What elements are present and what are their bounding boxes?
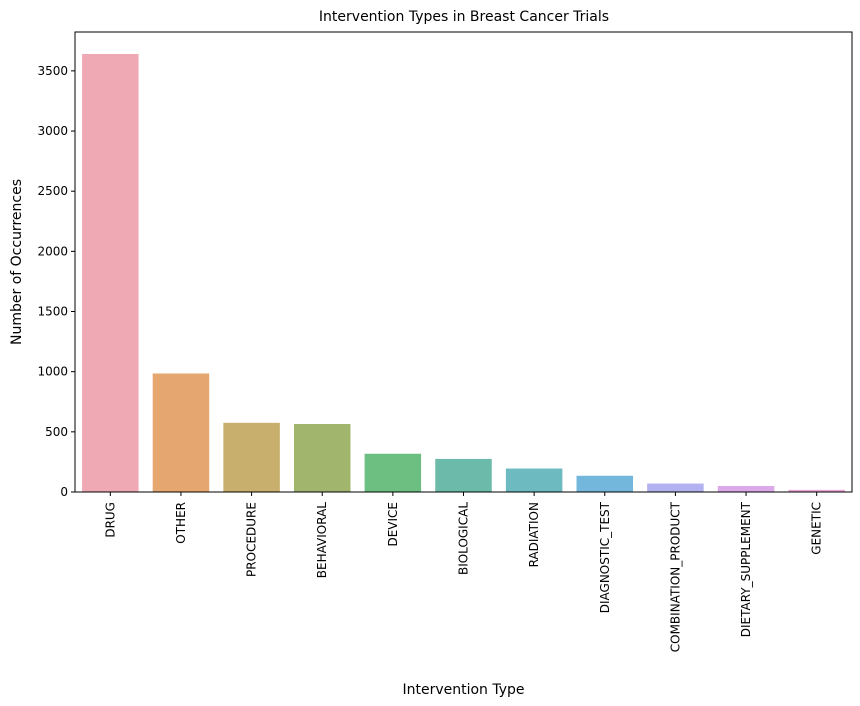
x-tick-label-diagnostic-test: DIAGNOSTIC_TEST: [598, 501, 612, 613]
y-tick-label: 500: [45, 425, 68, 439]
bar-procedure: [223, 422, 280, 492]
x-axis-ticks: DRUG OTHER PROCEDURE BEHAVIORAL DEVICE BIOLOG…: [103, 492, 824, 652]
y-tick-label: 1500: [37, 305, 68, 319]
x-tick-label-procedure: PROCEDURE: [245, 502, 259, 577]
x-tick-label-combination-product: COMBINATION_PRODUCT: [668, 501, 682, 652]
x-tick-label-genetic: GENETIC: [810, 502, 824, 555]
x-tick-label-device: DEVICE: [386, 502, 400, 547]
bars-group: [82, 54, 845, 493]
y-tick-label: 3500: [37, 64, 68, 78]
x-tick-label-behavioral: BEHAVIORAL: [315, 502, 329, 579]
x-tick-label-radiation: RADIATION: [527, 502, 541, 567]
bar-genetic: [788, 489, 845, 492]
x-tick-label-dietary-supplement: DIETARY_SUPPLEMENT: [739, 501, 753, 637]
bar-drug: [82, 54, 139, 493]
x-tick-label-drug: DRUG: [103, 502, 117, 538]
bar-diagnostic-test: [576, 475, 634, 492]
bar-radiation: [505, 468, 563, 492]
bar-behavioral: [293, 424, 351, 492]
y-axis-title: Number of Occurrences: [9, 179, 25, 345]
bar-dietary-supplement: [717, 485, 775, 492]
plot-frame: [74, 31, 853, 493]
y-tick-label: 1000: [37, 365, 68, 379]
bar-device: [364, 453, 422, 492]
y-tick-label: 3000: [37, 124, 68, 138]
y-tick-label: 2500: [37, 184, 68, 198]
y-axis-ticks: 0 500 1000 1500 2000 2500 3000 3500: [37, 64, 75, 499]
x-tick-label-other: OTHER: [174, 502, 188, 544]
y-tick-label: 2000: [37, 244, 68, 258]
bar-combination-product: [647, 483, 704, 492]
bar-other: [152, 373, 210, 492]
bar-biological: [435, 458, 492, 492]
y-tick-label: 0: [60, 485, 68, 499]
x-axis-title: Intervention Type: [402, 682, 524, 698]
x-tick-label-biological: BIOLOGICAL: [457, 502, 471, 575]
chart-title: Intervention Types in Breast Cancer Tria…: [319, 9, 609, 25]
